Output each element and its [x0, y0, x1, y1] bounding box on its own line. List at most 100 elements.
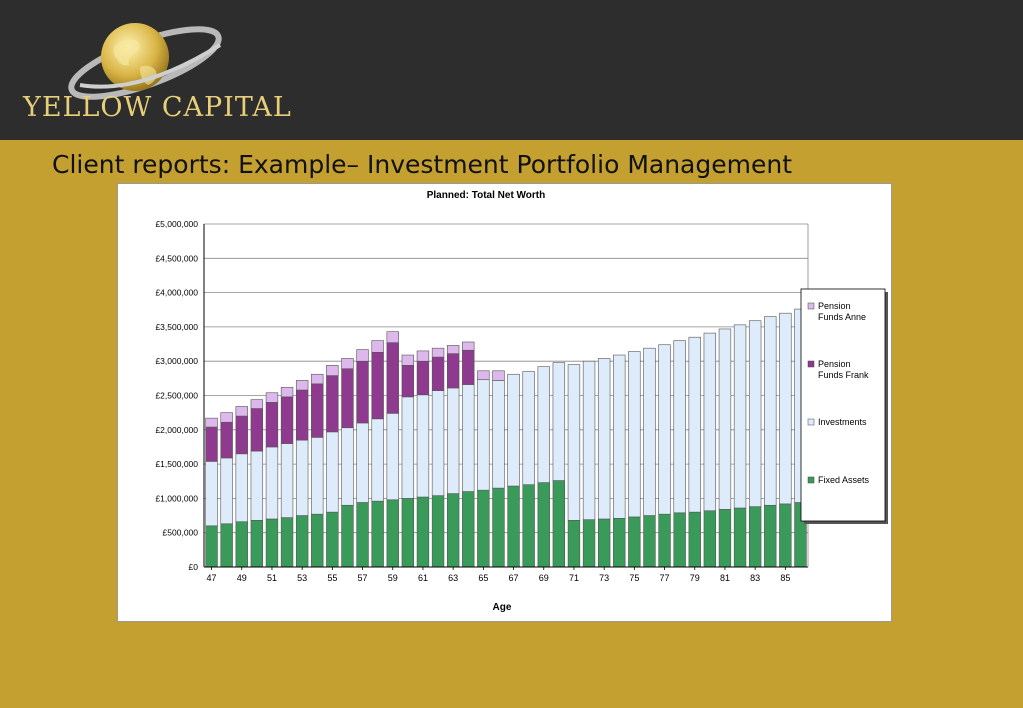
- x-axis-title: Age: [493, 602, 512, 613]
- bar-segment: [371, 418, 384, 502]
- bar-segment: [477, 379, 490, 491]
- x-tick-label: 67: [509, 573, 519, 583]
- x-tick-label: 79: [690, 573, 700, 583]
- bar-segment: [235, 415, 248, 455]
- x-tick-label: 77: [660, 573, 670, 583]
- legend-swatch: [807, 360, 815, 368]
- x-tick-label: 55: [327, 573, 337, 583]
- y-tick-label: £3,000,000: [155, 356, 198, 366]
- x-tick-label: 57: [358, 573, 368, 583]
- y-tick-label: £3,500,000: [155, 322, 198, 332]
- bar-segment: [205, 426, 218, 462]
- bar-segment: [492, 487, 505, 568]
- bar-segment: [492, 380, 505, 489]
- x-tick-label: 51: [267, 573, 277, 583]
- bar-segment: [552, 480, 566, 568]
- bar-segment: [341, 427, 354, 506]
- x-tick-label: 53: [297, 573, 307, 583]
- x-tick-label: 61: [418, 573, 428, 583]
- bar-segment: [265, 392, 279, 403]
- y-tick-label: £0: [189, 562, 199, 572]
- legend-swatch: [807, 418, 815, 426]
- bar-segment: [597, 358, 611, 520]
- bar-segment: [326, 511, 339, 568]
- legend-label: Fixed Assets: [818, 475, 870, 485]
- brand-name: YELLOW CAPITAL: [23, 92, 292, 123]
- bar-segment: [280, 396, 294, 444]
- bar-segment: [779, 503, 792, 568]
- bar-segment: [416, 350, 430, 362]
- y-tick-label: £4,500,000: [155, 253, 198, 263]
- bar-segment: [507, 485, 520, 568]
- bar-segment: [205, 525, 218, 568]
- x-tick-label: 81: [720, 573, 730, 583]
- bar-segment: [416, 360, 430, 396]
- bar-segment: [371, 351, 384, 420]
- bar-segment: [477, 370, 490, 381]
- bar-segment: [295, 380, 309, 391]
- y-axis-labels: £0 £500,000 £1,000,000 £1,500,000 £2,000,000…: [155, 219, 198, 572]
- bar-segment: [386, 499, 399, 568]
- bar-segment: [733, 507, 747, 568]
- bar-segment: [341, 358, 354, 370]
- bar-segment: [235, 521, 248, 568]
- bar-segment: [356, 349, 369, 362]
- bar-segment: [733, 324, 747, 509]
- bar-segment: [643, 347, 656, 516]
- bar-segment: [764, 316, 777, 506]
- bar-segment: [235, 406, 248, 417]
- bar-segment: [250, 408, 264, 452]
- bar-segment: [477, 489, 490, 568]
- bar-segment: [552, 362, 566, 481]
- bar-segment: [295, 439, 309, 516]
- x-tick-label: 71: [569, 573, 579, 583]
- bar-segment: [567, 520, 581, 568]
- bar-segment: [462, 384, 475, 492]
- bar-segment: [673, 340, 686, 514]
- x-axis-labels: 47 49 51 53 55 57 59 61 63 65 67 69 71 73 75 77 79 81 83 85: [207, 567, 790, 583]
- legend-label: Investments: [818, 417, 867, 427]
- bar-segment: [371, 340, 384, 353]
- y-tick-label: £1,000,000: [155, 493, 198, 503]
- bar-segment: [401, 365, 415, 398]
- bar-segment: [658, 344, 671, 515]
- chart-panel: Planned: Total Net Worth £0 £500,000 £1,00…: [117, 183, 892, 622]
- y-tick-label: £4,000,000: [155, 288, 198, 298]
- x-tick-label: 47: [207, 573, 217, 583]
- x-tick-label: 83: [750, 573, 760, 583]
- x-tick-label: 49: [237, 573, 247, 583]
- bar-segment: [416, 496, 430, 568]
- bar-segment: [613, 354, 626, 519]
- x-tick-label: 85: [780, 573, 790, 583]
- legend-label: Pension Funds Frank: [818, 359, 869, 380]
- bar-segment: [462, 491, 475, 568]
- bar-segment: [431, 495, 445, 568]
- y-tick-label: £2,000,000: [155, 425, 198, 435]
- bar-segment: [703, 510, 717, 568]
- bar-segment: [401, 498, 415, 568]
- legend-label: Pension Funds Anne: [818, 301, 866, 322]
- bar-segment: [250, 399, 264, 409]
- bar-segment: [295, 515, 309, 568]
- bar-segment: [748, 506, 762, 568]
- bar-segment: [673, 512, 686, 568]
- bar-segment: [341, 504, 354, 568]
- bar-segment: [356, 422, 369, 503]
- bar-segment: [764, 504, 777, 568]
- bar-segment: [628, 351, 641, 518]
- bar-segment: [280, 517, 294, 568]
- bar-segment: [537, 366, 550, 483]
- bar-segment: [688, 336, 701, 513]
- bar-segment: [431, 356, 445, 391]
- x-tick-label: 65: [478, 573, 488, 583]
- bar-segment: [401, 354, 415, 366]
- y-tick-label: £1,500,000: [155, 459, 198, 469]
- bar-segment: [326, 431, 339, 513]
- chart-title: Planned: Total Net Worth: [427, 190, 546, 201]
- bar-segment: [401, 396, 415, 499]
- y-tick-label: £500,000: [163, 528, 199, 538]
- bar-segment: [386, 342, 399, 414]
- bar-segment: [628, 516, 641, 568]
- x-tick-label: 59: [388, 573, 398, 583]
- bar-segment: [386, 331, 399, 343]
